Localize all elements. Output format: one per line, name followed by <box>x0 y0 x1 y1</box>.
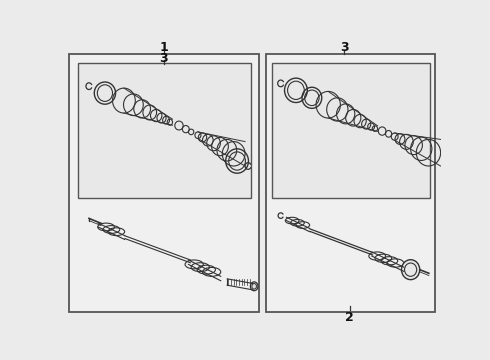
FancyBboxPatch shape <box>272 63 430 198</box>
FancyBboxPatch shape <box>69 54 259 312</box>
FancyBboxPatch shape <box>267 54 435 312</box>
Ellipse shape <box>250 282 258 291</box>
Text: 3: 3 <box>340 41 348 54</box>
Text: 2: 2 <box>345 311 354 324</box>
Text: 3: 3 <box>159 52 168 65</box>
Text: 1: 1 <box>159 41 168 54</box>
FancyBboxPatch shape <box>78 63 251 198</box>
Ellipse shape <box>401 260 420 280</box>
